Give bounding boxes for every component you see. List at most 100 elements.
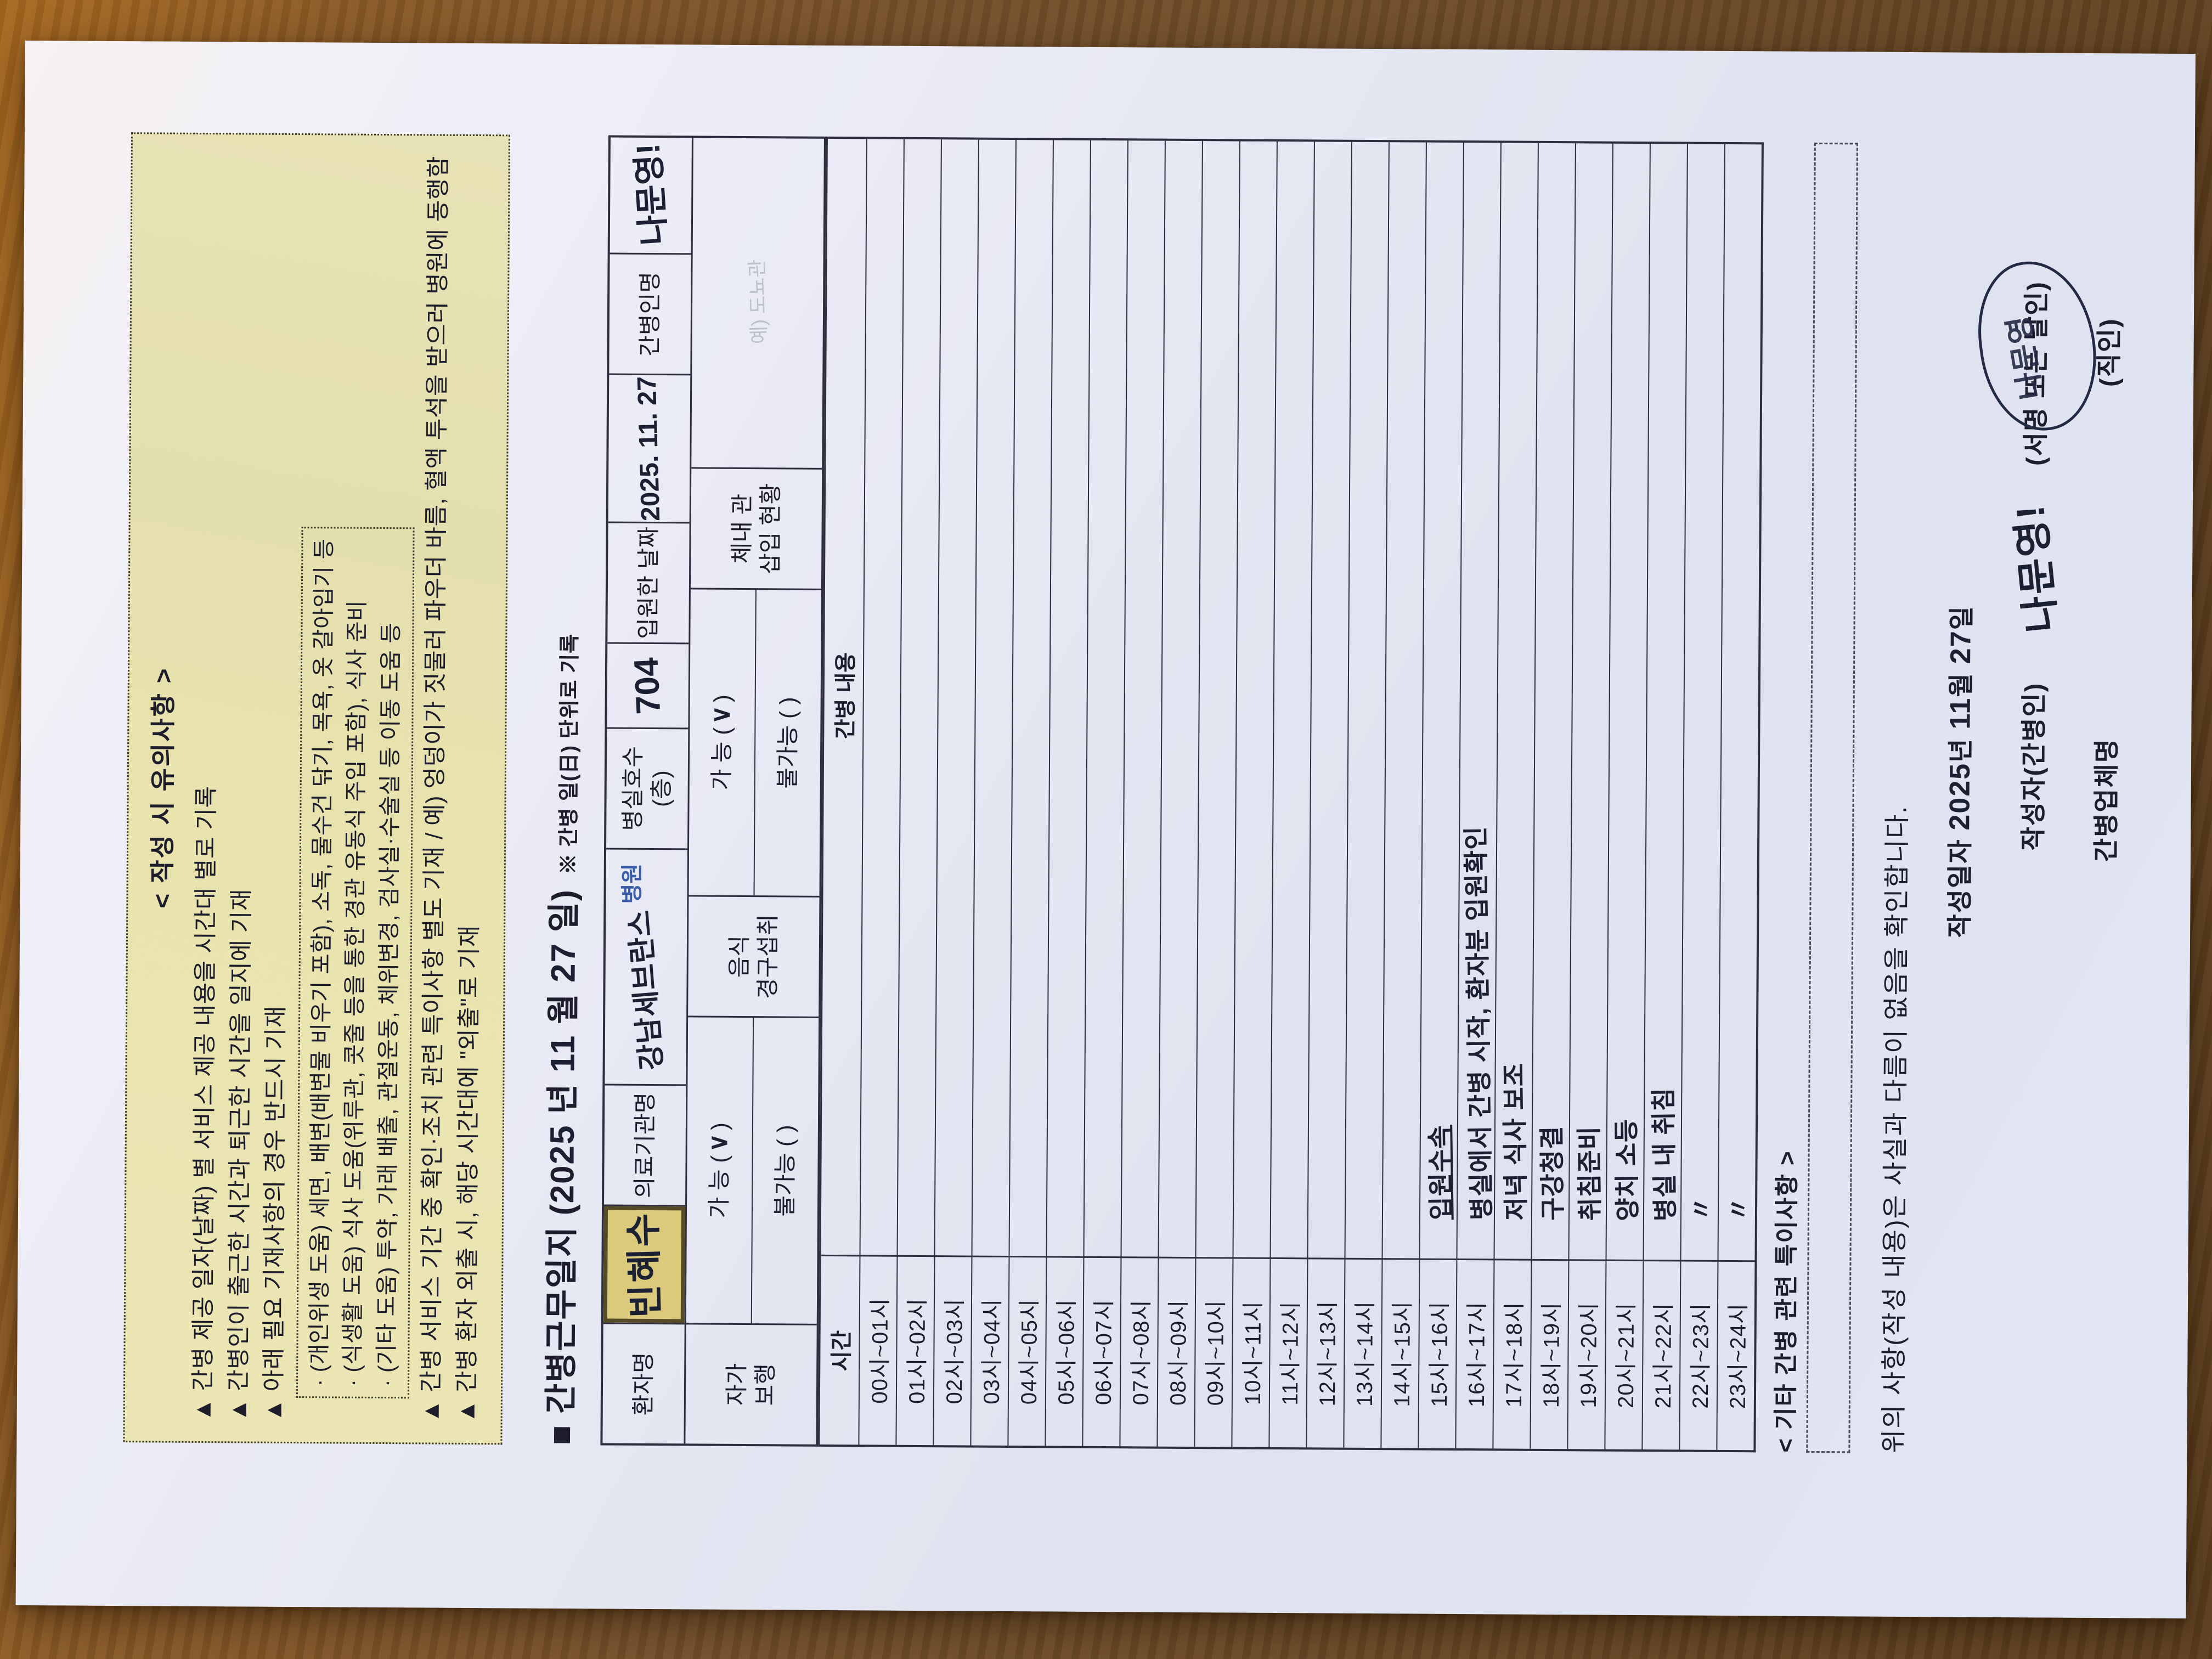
- hospital-suffix-blue: 병원: [620, 863, 645, 904]
- care-note-cell: [1121, 138, 1164, 1256]
- title-prefix: ■ 간병근무일지 (20: [542, 1164, 581, 1446]
- etc-section-header: < 기타 간병 관련 특이사항 >: [1772, 1150, 1801, 1453]
- schedule-row: 05시~06시: [1045, 140, 1090, 1446]
- admission-date-header: 입원한 날짜: [607, 521, 690, 643]
- care-note-cell: [1047, 138, 1090, 1256]
- walking-possible-option: 가 능 (∨): [686, 1017, 753, 1323]
- care-note: 구강청결: [1537, 1125, 1567, 1221]
- care-note-cell: [935, 137, 978, 1255]
- room-value: 704: [607, 642, 689, 728]
- oral-intake-options: 가 능 (∨) 불가능 ( ): [689, 588, 821, 896]
- intake-impossible-option: 불가능 ( ): [753, 590, 821, 896]
- time-slot-label: 20시~21시: [1605, 1259, 1643, 1450]
- admission-date-value: 2025. 11. 27: [608, 373, 691, 522]
- time-slot-label: 07시~08시: [1120, 1256, 1158, 1447]
- care-note: 입원수속: [1425, 1125, 1455, 1221]
- care-note-cell: 구강청결: [1532, 141, 1575, 1259]
- care-note-cell: [1196, 139, 1239, 1257]
- care-note: 양치 소등: [1612, 1118, 1642, 1222]
- time-slot-label: 15시~16시: [1419, 1258, 1457, 1448]
- care-note-cell: 취침준비: [1569, 141, 1612, 1259]
- schedule-row: 11시~12시: [1268, 139, 1314, 1448]
- notice-bullet: ▲ 아래 필요 기재사항의 경우 반드시 기재: [260, 1005, 290, 1422]
- notice-bullets-2: ▲ 간병 서비스 기간 중 확인·조치 관련 특이사항 별도 기재 / 예) 엉…: [414, 155, 492, 1423]
- time-slot-label: 16시~17시: [1456, 1258, 1494, 1449]
- schedule-row: 23시~24시 〃: [1716, 142, 1762, 1451]
- title-month-handwritten: 11: [544, 1034, 582, 1073]
- company-blank: [2085, 387, 2125, 738]
- writer-line: 작성자(간병인) 나문영! (서명 또는 날인) 나문영: [1968, 144, 2106, 851]
- time-slot-label: 00시~01시: [859, 1255, 897, 1445]
- notice-bullets: ▲ 간병 제공 일자(날짜) 별 서비스 제공 내용을 시간대 별로 기록 ▲ 간…: [185, 154, 300, 1422]
- schedule-row: 06시~07시: [1082, 140, 1127, 1447]
- hospital-value: 강남세브란스 병원: [605, 848, 688, 1085]
- care-note-cell: 〃: [1718, 142, 1761, 1260]
- etc-empty-box: [1806, 142, 1858, 1453]
- time-slot-label: 01시~02시: [896, 1255, 934, 1446]
- care-note-cell: [1233, 139, 1276, 1257]
- care-note-cell: 병실 내 취침: [1644, 142, 1686, 1260]
- writer-signature: 나문영!: [2008, 501, 2065, 635]
- time-slot-label: 22시~23시: [1680, 1260, 1718, 1450]
- schedule-row: 21시~22시 병실 내 취침: [1641, 142, 1687, 1450]
- care-note: 〃: [1724, 1195, 1753, 1222]
- writer-label: 작성자(간병인): [2018, 682, 2049, 851]
- care-note: 저녁 식사 보조: [1499, 1062, 1531, 1221]
- schedule-row: 20시~21시 양치 소등: [1604, 143, 1650, 1450]
- company-label: 간병업체명: [2091, 737, 2121, 862]
- oral-intake-header: 음식 경구섭취: [688, 895, 820, 1017]
- info-row-1: 환자명 빈혜수 의료기관명 강남세브란스 병원 병실호수(층) 704 입원한 날…: [602, 138, 692, 1444]
- catheter-example-faint: 예) 도뇨관: [745, 259, 770, 345]
- schedule-row: 07시~08시: [1119, 138, 1165, 1447]
- sign-or-seal-note: (서명 또는 날인) 나문영: [1968, 253, 2106, 466]
- walking-impossible-option: 불가능 ( ): [751, 1018, 819, 1324]
- time-slot-label: 03시~04시: [971, 1255, 1009, 1446]
- written-date-day-hand: 27: [1945, 630, 1977, 664]
- schedule-row: 03시~04시: [970, 138, 1015, 1446]
- schedule-row: 15시~16시 입원수속: [1418, 142, 1463, 1448]
- care-note: 병실에서 간병 시작, 환자분 입원확인: [1461, 826, 1496, 1221]
- schedule-rows: 00시~01시 01시~02시 02시~03시 03시~04시: [858, 137, 1762, 1451]
- schedule-header-row: 시간 간병 내용: [818, 138, 866, 1445]
- schedule-row: 22시~23시 〃: [1679, 144, 1724, 1450]
- time-slot-label: 14시~15시: [1381, 1258, 1419, 1448]
- schedule-row: 18시~19시 구강청결: [1530, 143, 1575, 1449]
- photographed-paper: < 작성 시 유의사항 > ▲ 간병 제공 일자(날짜) 별 서비스 제공 내용…: [15, 41, 2196, 1619]
- title-note: ※ 간병 일(日) 단위로 기록: [557, 633, 582, 875]
- care-note-cell: [1271, 139, 1313, 1257]
- care-note-cell: 병실에서 간병 시작, 환자분 입원확인: [1457, 140, 1500, 1259]
- schedule-row: 17시~18시 저녁 식사 보조: [1492, 140, 1538, 1449]
- care-note-cell: 저녁 식사 보조: [1494, 140, 1537, 1259]
- caregiver-name-value: 나문영!: [629, 142, 673, 246]
- schedule-row: 02시~03시: [933, 137, 978, 1446]
- patient-name-value: 빈혜수: [603, 1204, 686, 1323]
- notice-title: < 작성 시 유의사항 >: [148, 667, 178, 909]
- care-note-cell: [973, 138, 1015, 1256]
- schedule-row: 08시~09시: [1156, 139, 1202, 1447]
- care-note-cell: [1345, 140, 1388, 1258]
- hospital-header: 의료기관명: [604, 1084, 686, 1205]
- care-note-cell: [1159, 139, 1201, 1257]
- schedule-row: 19시~20시 취침준비: [1567, 143, 1612, 1449]
- written-date-year-hand: 2025: [1944, 762, 1977, 831]
- time-slot-label: 12시~13시: [1307, 1257, 1345, 1448]
- care-note-cell: [1383, 140, 1425, 1258]
- notice-box: < 작성 시 유의사항 > ▲ 간병 제공 일자(날짜) 별 서비스 제공 내용…: [123, 132, 510, 1445]
- caregiver-name-header: 간병인명: [609, 252, 691, 374]
- care-note-cell: [1308, 139, 1351, 1257]
- info-row-2: 자가 보행 가 능 (∨) 불가능 ( ) 음식 경구섭취 가 능 (∨) 불가능 …: [684, 138, 824, 1444]
- self-walking-header: 자가 보행: [685, 1323, 817, 1444]
- patient-info-table: 환자명 빈혜수 의료기관명 강남세브란스 병원 병실호수(층) 704 입원한 날…: [600, 135, 826, 1447]
- time-slot-label: 17시~18시: [1493, 1259, 1531, 1449]
- time-slot-label: 02시~03시: [934, 1255, 972, 1446]
- time-slot-label: 13시~14시: [1344, 1257, 1382, 1448]
- time-column-header: 시간: [820, 1254, 860, 1445]
- schedule-row: 10시~11시: [1231, 139, 1277, 1447]
- notice-sub-item: · (식생활 도움) 식사 도움(위루관, 콧줄 등을 통한 경관 유동식 주입…: [340, 600, 370, 1387]
- intake-possible-option: 가 능 (∨): [689, 589, 755, 895]
- time-slot-label: 10시~11시: [1232, 1257, 1270, 1447]
- self-walking-options: 가 능 (∨) 불가능 ( ): [686, 1015, 819, 1324]
- care-note: 〃: [1686, 1195, 1716, 1222]
- schedule-table: 시간 간병 내용 00시~01시 01시~02시 02: [818, 136, 1764, 1453]
- title-day-handwritten: 27: [544, 942, 583, 983]
